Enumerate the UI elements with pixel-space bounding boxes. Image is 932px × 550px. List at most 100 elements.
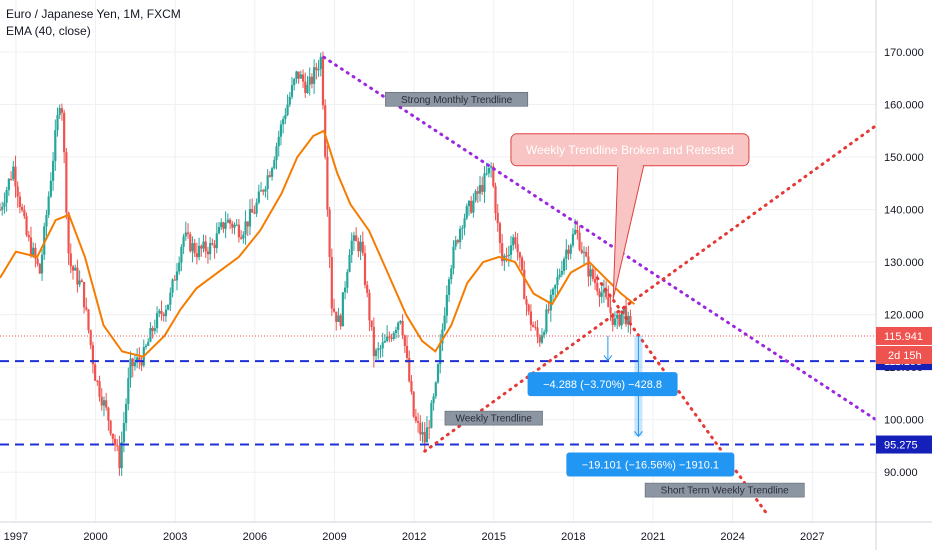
candle-body xyxy=(127,378,130,405)
candle-up xyxy=(397,321,400,338)
candle-body xyxy=(100,396,103,406)
candle-down xyxy=(501,233,504,266)
candle-down xyxy=(390,333,393,342)
candle-up xyxy=(558,268,561,280)
candle-body xyxy=(171,279,174,293)
candle-up xyxy=(461,225,464,240)
indicator-title[interactable]: EMA (40, close) xyxy=(6,24,91,38)
candle-body xyxy=(180,246,183,263)
candle-body xyxy=(129,358,132,379)
candle-body xyxy=(293,78,296,86)
candle-body xyxy=(485,173,488,175)
candle-body xyxy=(286,104,289,115)
candle-body xyxy=(310,76,314,84)
candle-down xyxy=(330,248,333,316)
candle-up xyxy=(47,191,50,218)
candle-body xyxy=(107,407,110,421)
candle-up xyxy=(144,343,148,350)
candle-down xyxy=(405,334,409,363)
candle-body xyxy=(516,243,519,253)
candle-body xyxy=(253,212,256,214)
candle-up xyxy=(399,320,402,325)
candle-up xyxy=(54,119,57,171)
candle-down xyxy=(585,246,588,258)
candle-down xyxy=(262,188,265,196)
candle-down xyxy=(27,230,30,242)
candle-up xyxy=(7,178,10,196)
symbol-title[interactable]: Euro / Japanese Yen, 1M, FXCM xyxy=(6,7,181,21)
candle-up xyxy=(545,304,548,335)
candle-down xyxy=(328,206,331,268)
candle-body xyxy=(445,294,448,316)
candle-body xyxy=(337,315,340,322)
candle-body xyxy=(270,168,274,177)
candle-up xyxy=(350,232,353,263)
callout-text: Weekly Trendline Broken and Retested xyxy=(526,143,734,157)
candle-body xyxy=(538,336,541,343)
candle-body xyxy=(279,124,283,137)
candle-up xyxy=(158,308,161,318)
candle-body xyxy=(476,191,479,194)
candle-body xyxy=(147,341,150,346)
candle-up xyxy=(49,172,52,198)
candle-body xyxy=(251,208,254,213)
candle-down xyxy=(304,72,307,98)
time-tick-label: 2003 xyxy=(163,531,187,543)
candle-body xyxy=(390,337,393,339)
candle-body xyxy=(350,240,353,255)
time-tick-label: 1997 xyxy=(4,531,28,543)
candle-body xyxy=(222,222,225,229)
candle-up xyxy=(447,276,451,303)
candle-body xyxy=(38,263,41,274)
candle-body xyxy=(215,233,218,249)
candle-body xyxy=(352,235,356,241)
candle-up xyxy=(295,70,298,84)
candle-down xyxy=(532,321,535,328)
candle-up xyxy=(197,237,201,261)
candle-body xyxy=(248,208,252,227)
candle-down xyxy=(118,435,121,476)
candle-body xyxy=(308,76,311,85)
candle-up xyxy=(346,269,349,294)
candle-body xyxy=(483,173,486,192)
candle-body xyxy=(394,329,398,333)
candle-body xyxy=(87,309,90,331)
candle-down xyxy=(470,196,473,214)
candle-up xyxy=(474,189,477,203)
candle-body xyxy=(9,178,13,180)
candle-body xyxy=(21,206,24,211)
candle-body xyxy=(574,229,577,235)
candle-body xyxy=(443,315,446,330)
candle-body xyxy=(160,310,163,315)
candle-body xyxy=(195,253,198,258)
candle-up xyxy=(226,213,229,224)
price-tick-label: 90.000 xyxy=(884,467,918,479)
price-tick-label: 100.000 xyxy=(884,415,924,427)
candle-down xyxy=(368,289,371,332)
candle-down xyxy=(173,275,176,281)
candle-body xyxy=(36,258,39,264)
candle-body xyxy=(273,160,276,169)
candle-body xyxy=(288,96,291,105)
candle-body xyxy=(295,71,298,79)
price-tick-label: 130.000 xyxy=(884,257,924,269)
candle-body xyxy=(456,240,460,243)
candle-body xyxy=(629,315,632,325)
candle-down xyxy=(23,205,26,219)
candle-body xyxy=(388,336,391,338)
candle-body xyxy=(523,269,526,300)
candle-down xyxy=(609,296,612,321)
candle-body xyxy=(237,224,241,238)
candle-body xyxy=(399,320,402,323)
candle-body xyxy=(193,243,196,254)
candle-body xyxy=(576,229,579,233)
candle-body xyxy=(425,427,429,443)
candle-up xyxy=(215,222,218,254)
candle-down xyxy=(578,225,581,252)
candle-body xyxy=(605,289,608,297)
candle-body xyxy=(554,284,557,289)
candle-body xyxy=(441,329,444,344)
candle-up xyxy=(122,411,125,453)
candle-body xyxy=(414,416,417,421)
